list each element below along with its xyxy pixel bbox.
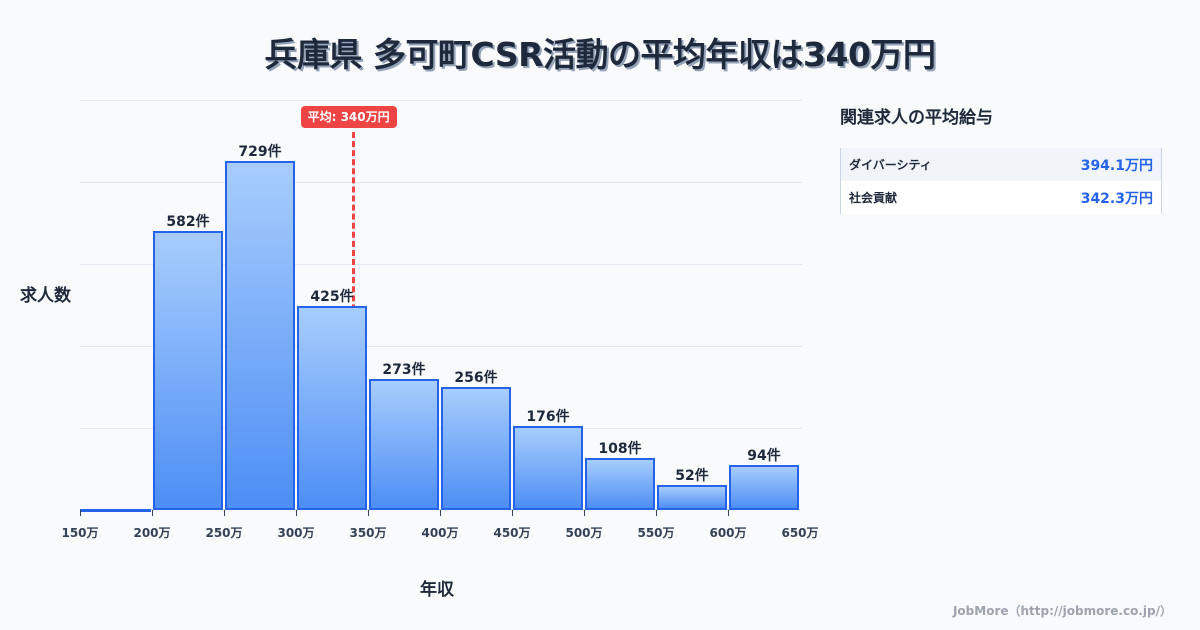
- gridline: [80, 264, 802, 265]
- footer-credit: JobMore（http://jobmore.co.jp/）: [952, 604, 1172, 618]
- related-item-name: 社会貢献: [849, 191, 898, 205]
- x-tick-label: 350万: [349, 526, 387, 540]
- x-tick: [584, 510, 585, 516]
- x-axis-line: [80, 509, 800, 510]
- histogram-bar: [297, 306, 367, 510]
- bar-value-label: 425件: [310, 289, 354, 306]
- bar-value-label: 729件: [238, 143, 282, 160]
- average-badge: 平均: 340万円: [300, 106, 397, 128]
- histogram-bar: [585, 458, 655, 510]
- x-tick: [512, 510, 513, 516]
- gridline: [80, 182, 802, 183]
- gridline: [80, 346, 802, 347]
- histogram-bar: [153, 231, 223, 510]
- bar-value-label: 52件: [675, 468, 709, 485]
- gridline: [80, 100, 802, 101]
- x-axis-title: 年収: [420, 580, 454, 600]
- related-item-value: 342.3万円: [1080, 190, 1153, 207]
- x-tick-label: 500万: [565, 526, 603, 540]
- panel-title: 関連求人の平均給与: [840, 108, 993, 128]
- y-axis-title: 求人数: [20, 286, 71, 306]
- related-list: ダイバーシティ 394.1万円 社会貢献 342.3万円: [840, 148, 1162, 214]
- bar-value-label: 176件: [526, 408, 570, 425]
- related-item-name: ダイバーシティ: [849, 158, 932, 172]
- chart-title: 兵庫県 多可町CSR活動の平均年収は340万円: [264, 35, 936, 74]
- x-tick-label: 600万: [709, 526, 747, 540]
- x-tick: [368, 510, 369, 516]
- histogram-bar: [729, 464, 799, 510]
- x-tick: [296, 510, 297, 516]
- x-tick: [656, 510, 657, 516]
- x-tick: [152, 510, 153, 516]
- x-tick-label: 300万: [277, 526, 315, 540]
- related-item: ダイバーシティ 394.1万円: [841, 148, 1161, 181]
- x-tick-label: 400万: [421, 526, 459, 540]
- bar-value-label: 582件: [166, 214, 210, 231]
- x-tick: [224, 510, 225, 516]
- histogram-bar: [657, 485, 727, 510]
- related-salary-panel: 関連求人の平均給与 ダイバーシティ 394.1万円 社会貢献 342.3万円: [840, 103, 1162, 214]
- histogram-bar: [369, 379, 439, 510]
- x-tick: [440, 510, 441, 516]
- histogram-chart: 求人数 年収 平均: 340万円 582件 729件 425件 273件 256件 176…: [20, 100, 819, 600]
- x-tick-label: 650万: [781, 526, 819, 540]
- related-item-value: 394.1万円: [1080, 157, 1153, 174]
- bar-value-label: 256件: [454, 370, 498, 387]
- x-tick: [80, 510, 81, 516]
- related-item: 社会貢献 342.3万円: [841, 181, 1161, 214]
- histogram-bar: [80, 508, 151, 512]
- bar-value-label: 108件: [598, 441, 642, 458]
- histogram-bar: [513, 425, 583, 510]
- histogram-bar: [441, 387, 511, 510]
- x-tick-label: 450万: [493, 526, 531, 540]
- x-tick: [728, 510, 729, 516]
- histogram-bar: [225, 160, 295, 510]
- bar-value-label: 273件: [382, 362, 426, 379]
- x-tick-label: 200万: [133, 526, 171, 540]
- x-tick-label: 250万: [205, 526, 243, 540]
- bar-value-label: 94件: [747, 447, 781, 464]
- x-tick-label: 150万: [61, 526, 99, 540]
- x-tick-label: 550万: [637, 526, 675, 540]
